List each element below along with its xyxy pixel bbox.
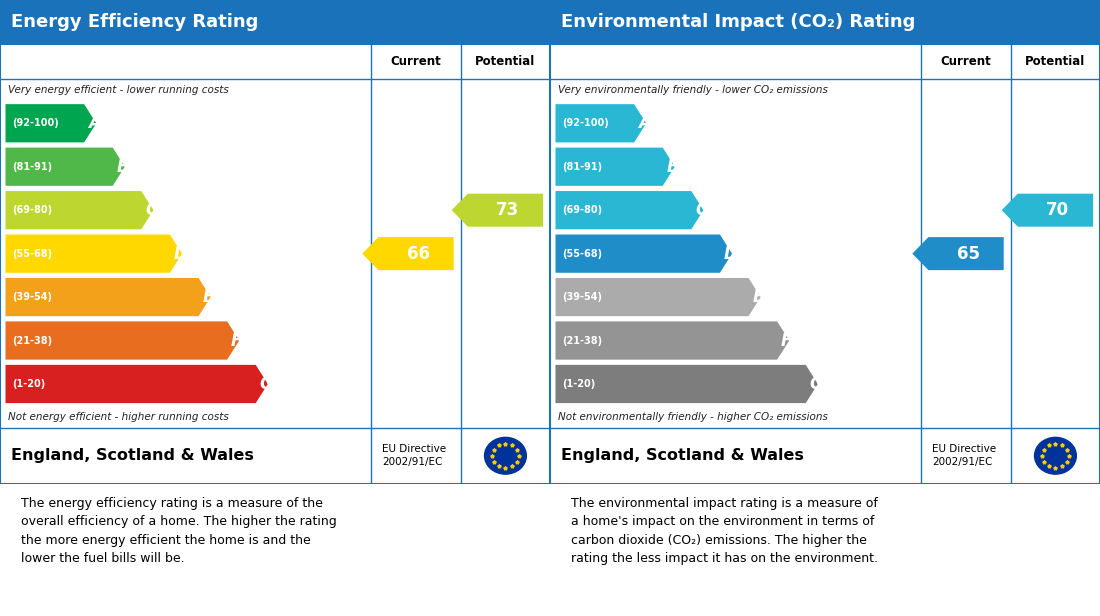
Text: E: E: [752, 288, 763, 306]
Circle shape: [1034, 437, 1077, 474]
Polygon shape: [6, 191, 154, 229]
Text: (69-80): (69-80): [12, 205, 52, 215]
Text: 66: 66: [407, 245, 430, 262]
Text: B: B: [667, 158, 679, 176]
Polygon shape: [6, 148, 125, 186]
Polygon shape: [362, 237, 453, 270]
Text: G: G: [260, 375, 273, 393]
Polygon shape: [6, 322, 240, 360]
Text: (81-91): (81-91): [12, 162, 52, 172]
Text: The energy efficiency rating is a measure of the
overall efficiency of a home. T: The energy efficiency rating is a measur…: [21, 496, 337, 565]
Text: Potential: Potential: [475, 55, 536, 68]
Text: (92-100): (92-100): [12, 118, 59, 128]
Text: Current: Current: [940, 55, 991, 68]
Text: (39-54): (39-54): [562, 292, 602, 302]
Text: Energy Efficiency Rating: Energy Efficiency Rating: [11, 13, 258, 31]
Polygon shape: [6, 104, 97, 142]
Text: D: D: [174, 245, 187, 262]
Text: E: E: [202, 288, 213, 306]
Text: Not energy efficient - higher running costs: Not energy efficient - higher running co…: [9, 412, 229, 422]
Polygon shape: [556, 191, 704, 229]
Text: A: A: [638, 115, 651, 132]
Polygon shape: [556, 365, 817, 403]
Text: Not environmentally friendly - higher CO₂ emissions: Not environmentally friendly - higher CO…: [558, 412, 828, 422]
Text: 70: 70: [1046, 201, 1069, 219]
Polygon shape: [556, 148, 675, 186]
Polygon shape: [6, 278, 211, 316]
Text: B: B: [117, 158, 129, 176]
Text: (92-100): (92-100): [562, 118, 609, 128]
Polygon shape: [1002, 193, 1093, 227]
Text: F: F: [231, 331, 242, 349]
Text: (69-80): (69-80): [562, 205, 602, 215]
Polygon shape: [6, 235, 183, 273]
Text: A: A: [88, 115, 101, 132]
Text: D: D: [724, 245, 737, 262]
Text: (21-38): (21-38): [12, 336, 52, 346]
Text: EU Directive
2002/91/EC: EU Directive 2002/91/EC: [933, 444, 997, 468]
Polygon shape: [556, 278, 761, 316]
Circle shape: [485, 437, 527, 474]
Text: (55-68): (55-68): [12, 249, 52, 259]
Text: EU Directive
2002/91/EC: EU Directive 2002/91/EC: [383, 444, 447, 468]
Bar: [0, 0, 550, 44]
Text: F: F: [781, 331, 792, 349]
Polygon shape: [912, 237, 1003, 270]
Text: 73: 73: [496, 201, 519, 219]
Text: 65: 65: [957, 245, 980, 262]
Text: England, Scotland & Wales: England, Scotland & Wales: [561, 448, 804, 463]
Text: (39-54): (39-54): [12, 292, 52, 302]
Polygon shape: [556, 104, 647, 142]
Polygon shape: [6, 365, 267, 403]
Text: (1-20): (1-20): [562, 379, 595, 389]
Polygon shape: [452, 193, 543, 227]
Text: (21-38): (21-38): [562, 336, 602, 346]
Text: Potential: Potential: [1025, 55, 1086, 68]
Text: Environmental Impact (CO₂) Rating: Environmental Impact (CO₂) Rating: [561, 13, 915, 31]
Text: Very energy efficient - lower running costs: Very energy efficient - lower running co…: [9, 86, 229, 95]
Text: (81-91): (81-91): [562, 162, 602, 172]
Bar: [550, 0, 1100, 44]
Text: Current: Current: [390, 55, 441, 68]
Text: Very environmentally friendly - lower CO₂ emissions: Very environmentally friendly - lower CO…: [558, 86, 828, 95]
Text: (55-68): (55-68): [562, 249, 602, 259]
Text: C: C: [695, 201, 707, 219]
Text: The environmental impact rating is a measure of
a home's impact on the environme: The environmental impact rating is a mea…: [571, 496, 878, 565]
Polygon shape: [556, 235, 733, 273]
Text: G: G: [810, 375, 823, 393]
Text: (1-20): (1-20): [12, 379, 45, 389]
Text: C: C: [145, 201, 157, 219]
Polygon shape: [556, 322, 790, 360]
Text: England, Scotland & Wales: England, Scotland & Wales: [11, 448, 254, 463]
